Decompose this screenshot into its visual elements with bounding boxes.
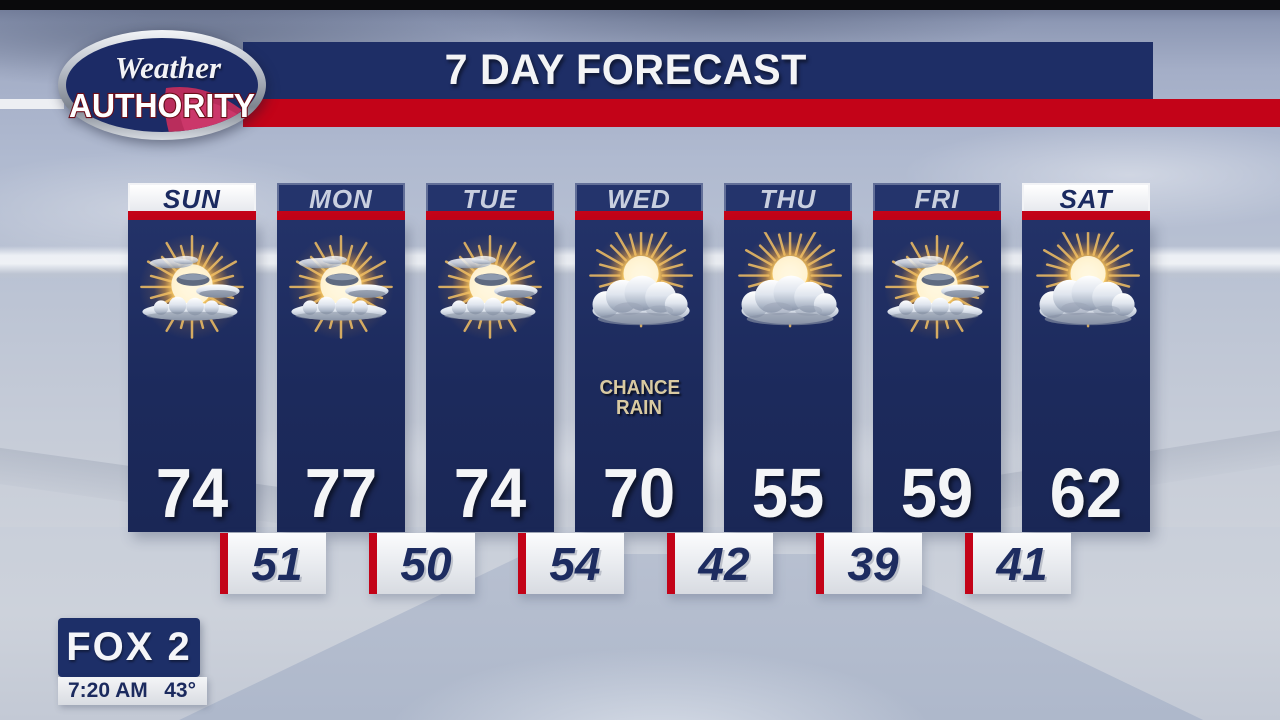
mostly-sunny-icon bbox=[428, 226, 552, 352]
forecast-column-mon: MON 77 bbox=[277, 183, 405, 532]
low-red-bar bbox=[220, 533, 228, 594]
high-temp: 74 bbox=[155, 454, 229, 532]
day-panel: 62 bbox=[1022, 220, 1150, 532]
day-label: SAT bbox=[1022, 183, 1150, 213]
condition-text: CHANCE RAIN bbox=[599, 376, 681, 420]
weather-authority-logo: Weather AUTHORITY bbox=[58, 30, 266, 140]
partly-sunny-icon bbox=[726, 226, 850, 352]
high-temp: 62 bbox=[1049, 454, 1123, 532]
high-temp: 55 bbox=[751, 454, 825, 532]
high-temp: 77 bbox=[304, 454, 378, 532]
forecast-column-sun: SUN 74 bbox=[128, 183, 256, 532]
header-bar bbox=[243, 42, 1153, 99]
day-stripe bbox=[575, 211, 703, 220]
low-temp: 41 bbox=[973, 533, 1071, 594]
low-red-bar bbox=[667, 533, 675, 594]
low-temp-box: 41 bbox=[965, 533, 1071, 594]
forecast-column-thu: THU 55 bbox=[724, 183, 852, 532]
low-red-bar bbox=[518, 533, 526, 594]
day-stripe bbox=[873, 211, 1001, 220]
day-label: TUE bbox=[426, 183, 554, 213]
day-label: WED bbox=[575, 183, 703, 213]
header-white-line bbox=[0, 99, 64, 109]
low-red-bar bbox=[369, 533, 377, 594]
high-temp: 74 bbox=[453, 454, 527, 532]
day-label: SUN bbox=[128, 183, 256, 213]
low-temp-box: 54 bbox=[518, 533, 624, 594]
mostly-sunny-icon bbox=[875, 226, 999, 352]
day-stripe bbox=[724, 211, 852, 220]
day-panel: 55 bbox=[724, 220, 852, 532]
day-stripe bbox=[426, 211, 554, 220]
day-label: MON bbox=[277, 183, 405, 213]
partly-sunny-icon bbox=[1024, 226, 1148, 352]
day-panel: 74 bbox=[426, 220, 554, 532]
mostly-sunny-icon bbox=[130, 226, 254, 352]
low-temp-box: 50 bbox=[369, 533, 475, 594]
day-label: THU bbox=[724, 183, 852, 213]
forecast-column-tue: TUE 74 bbox=[426, 183, 554, 532]
day-stripe bbox=[128, 211, 256, 220]
top-black-bar bbox=[0, 0, 1280, 10]
logo-line1: Weather bbox=[115, 50, 222, 85]
partly-sunny-icon bbox=[577, 226, 701, 352]
low-temp: 39 bbox=[824, 533, 922, 594]
low-temp-box: 51 bbox=[220, 533, 326, 594]
logo-line2: AUTHORITY bbox=[69, 87, 255, 124]
high-temp: 59 bbox=[900, 454, 974, 532]
low-temp: 50 bbox=[377, 533, 475, 594]
low-red-bar bbox=[816, 533, 824, 594]
day-panel: 59 bbox=[873, 220, 1001, 532]
floor-glow bbox=[380, 647, 940, 720]
forecast-column-sat: SAT 62 bbox=[1022, 183, 1150, 532]
station-logo: FOX 2 bbox=[58, 618, 200, 677]
low-temp-box: 42 bbox=[667, 533, 773, 594]
low-temp-box: 39 bbox=[816, 533, 922, 594]
high-temp: 70 bbox=[602, 454, 676, 532]
low-red-bar bbox=[965, 533, 973, 594]
day-panel: 74 bbox=[128, 220, 256, 532]
day-label: FRI bbox=[873, 183, 1001, 213]
low-temp: 42 bbox=[675, 533, 773, 594]
header-red-stripe bbox=[243, 99, 1280, 127]
forecast-column-fri: FRI 59 bbox=[873, 183, 1001, 532]
low-temp: 54 bbox=[526, 533, 624, 594]
page-title: 7 DAY FORECAST bbox=[444, 46, 807, 94]
mostly-sunny-icon bbox=[279, 226, 403, 352]
low-temp: 51 bbox=[228, 533, 326, 594]
current-time: 7:20 AM bbox=[68, 679, 148, 702]
time-temp-bar: 7:20 AM 43° bbox=[58, 677, 207, 705]
day-panel: CHANCE RAIN 70 bbox=[575, 220, 703, 532]
day-stripe bbox=[277, 211, 405, 220]
day-stripe bbox=[1022, 211, 1150, 220]
forecast-column-wed: WED CHANCE RAIN 70 bbox=[575, 183, 703, 532]
day-panel: 77 bbox=[277, 220, 405, 532]
current-temp: 43° bbox=[164, 679, 196, 702]
